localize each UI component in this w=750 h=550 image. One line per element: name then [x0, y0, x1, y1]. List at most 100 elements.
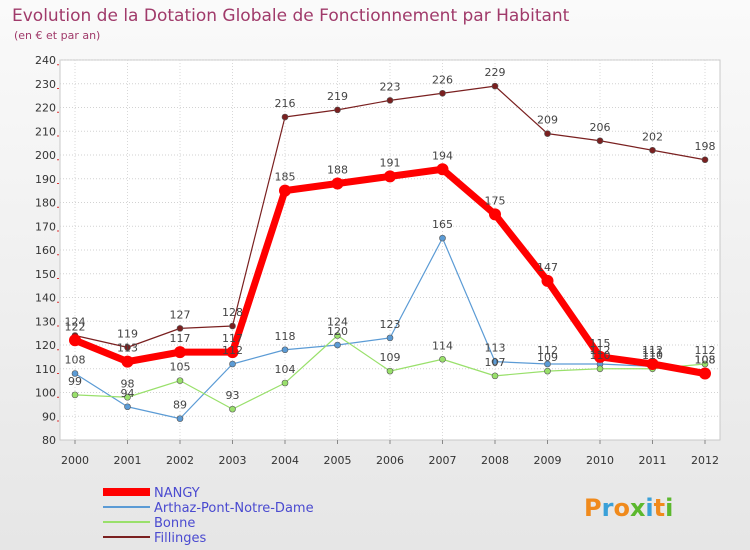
x-axis: 2000 2001 2002 2003 2004 2005 2006 2007 2008 2009… [61, 60, 719, 467]
data-point [489, 208, 501, 221]
data-label: 115 [590, 337, 611, 350]
y-tick-label: 120 [35, 339, 56, 352]
y-tick-label: 160 [35, 244, 56, 257]
data-label: 107 [485, 356, 506, 369]
y-tick-label: 170 [35, 220, 56, 233]
data-label: 110 [642, 349, 663, 362]
x-tick-label: 2002 [166, 454, 194, 467]
data-point [124, 393, 131, 401]
data-point [71, 370, 79, 377]
y-tick-label: 190 [35, 173, 56, 186]
data-label: 108 [695, 354, 716, 367]
data-point [646, 358, 659, 370]
data-point [229, 360, 236, 368]
data-point [334, 341, 341, 349]
data-label: 99 [68, 375, 82, 388]
data-label: 119 [117, 327, 138, 340]
data-label: 128 [222, 306, 243, 319]
data-label: 112 [537, 344, 558, 357]
data-point [436, 163, 449, 176]
data-point [439, 89, 446, 97]
data-label: 223 [380, 80, 401, 93]
data-label: 109 [537, 351, 558, 364]
data-point [229, 405, 236, 413]
legend-label: Fillinges [154, 531, 206, 546]
data-point [386, 367, 394, 375]
data-label: 175 [485, 194, 506, 207]
logo-letter: x [630, 494, 646, 522]
legend-label: NANGY [154, 486, 200, 501]
y-tick-label: 180 [35, 197, 56, 210]
data-point [71, 391, 79, 399]
data-point [281, 346, 289, 354]
data-label: 226 [432, 73, 453, 86]
data-point [596, 365, 604, 373]
chart-subtitle: (en € et par an) [14, 29, 100, 42]
data-label: 112 [642, 344, 663, 357]
x-tick-label: 2005 [324, 454, 352, 467]
data-point [334, 106, 341, 114]
data-label: 108 [65, 354, 86, 367]
data-point [649, 146, 656, 154]
data-point [701, 156, 709, 164]
data-label: 117 [222, 332, 243, 345]
x-tick-label: 2007 [429, 454, 457, 467]
y-tick-label: 150 [35, 268, 56, 281]
data-point [176, 377, 184, 384]
y-tick-label: 220 [35, 102, 56, 115]
x-tick-label: 2010 [586, 454, 614, 467]
data-label: 229 [485, 66, 506, 79]
data-label: 118 [275, 330, 296, 343]
data-label: 209 [537, 114, 558, 127]
data-label: 104 [275, 363, 296, 376]
data-point [594, 350, 606, 363]
y-tick-label: 80 [42, 434, 56, 447]
logo-letter: i [665, 494, 673, 522]
data-label: 117 [170, 332, 191, 345]
data-point [439, 234, 446, 242]
data-point [281, 379, 289, 387]
data-point [229, 322, 236, 330]
data-label: 120 [327, 325, 348, 338]
data-point [439, 355, 446, 363]
y-tick-label: 240 [35, 54, 56, 67]
data-point [279, 184, 291, 197]
data-label: 89 [173, 399, 187, 412]
data-label: 165 [432, 218, 453, 231]
data-label: 124 [327, 316, 348, 329]
data-label: 191 [380, 156, 401, 169]
logo-letter: P [584, 494, 602, 522]
y-tick-label: 200 [35, 149, 56, 162]
y-tick-label: 100 [35, 387, 56, 400]
data-label: 112 [222, 344, 243, 357]
y-tick-label: 210 [35, 125, 56, 138]
data-point [491, 372, 499, 380]
data-point [699, 367, 711, 380]
data-label: 124 [65, 316, 86, 329]
data-label: 185 [275, 171, 296, 184]
logo-letter: o [613, 494, 630, 522]
logo-letter: r [602, 494, 614, 522]
x-tick-label: 2006 [376, 454, 404, 467]
series-layer [69, 82, 711, 422]
x-tick-label: 2011 [639, 454, 667, 467]
x-tick-label: 2003 [219, 454, 247, 467]
data-point [544, 130, 551, 137]
data-point [281, 113, 289, 121]
data-point [386, 334, 394, 342]
data-label: 114 [432, 339, 453, 352]
y-tick-label: 90 [42, 410, 56, 423]
data-point [544, 367, 551, 375]
data-point [176, 415, 184, 422]
legend-label: Arthaz-Pont-Notre-Dame [154, 501, 314, 516]
data-label: 194 [432, 149, 453, 162]
x-tick-label: 2008 [481, 454, 509, 467]
data-label: 127 [170, 308, 191, 321]
data-label: 123 [380, 318, 401, 331]
y-tick-label: 130 [35, 315, 56, 328]
x-tick-label: 2001 [114, 454, 142, 467]
data-label: 202 [642, 130, 663, 143]
logo-letter: i [645, 494, 653, 522]
